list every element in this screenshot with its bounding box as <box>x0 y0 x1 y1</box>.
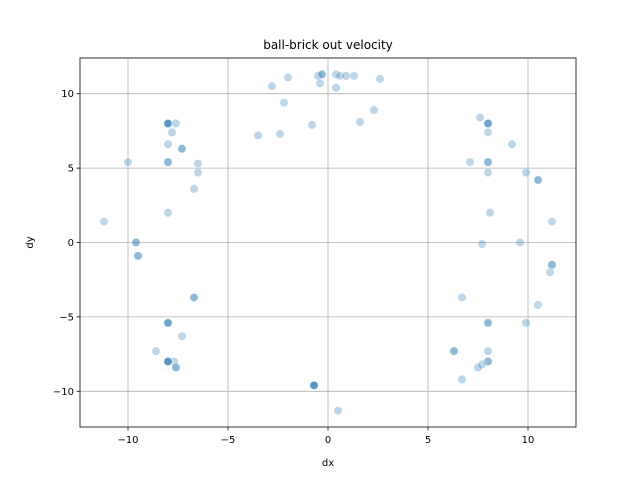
data-point <box>133 251 143 261</box>
data-point <box>341 71 351 81</box>
data-point <box>333 406 343 416</box>
data-point <box>163 139 173 149</box>
data-point <box>177 144 187 154</box>
data-point <box>457 293 467 303</box>
data-point <box>547 260 557 270</box>
data-point <box>163 118 173 128</box>
data-point <box>309 380 319 390</box>
data-point <box>189 293 199 303</box>
data-point <box>515 238 525 248</box>
x-tick-label: −10 <box>117 435 138 446</box>
data-point <box>189 184 199 194</box>
data-point <box>521 168 531 178</box>
data-point <box>123 157 133 167</box>
data-point <box>349 71 359 81</box>
y-axis-label: dy <box>25 236 36 248</box>
data-point <box>485 208 495 218</box>
data-point <box>151 346 161 356</box>
data-point <box>317 69 327 79</box>
data-point <box>477 239 487 249</box>
data-point <box>483 318 493 328</box>
data-point <box>163 318 173 328</box>
data-point <box>131 238 141 248</box>
data-point <box>163 208 173 218</box>
data-point <box>483 346 493 356</box>
data-point <box>283 72 293 82</box>
data-point <box>193 168 203 178</box>
data-point <box>547 217 557 227</box>
data-point <box>457 374 467 384</box>
data-point <box>475 113 485 123</box>
data-point <box>449 346 459 356</box>
x-tick-label: 10 <box>522 435 535 446</box>
x-axis-ticks: −10 −5 0 5 10 <box>117 427 534 446</box>
data-point <box>163 357 173 367</box>
data-point <box>315 78 325 88</box>
data-point <box>99 217 109 227</box>
data-point <box>279 98 289 108</box>
grid-lines <box>80 58 576 427</box>
data-point <box>483 118 493 128</box>
x-tick-label: 0 <box>325 435 331 446</box>
data-point <box>193 159 203 169</box>
data-point <box>533 175 543 185</box>
data-point <box>483 168 493 178</box>
data-point <box>375 74 385 84</box>
y-tick-label: 5 <box>68 164 74 175</box>
data-point <box>533 300 543 310</box>
data-point <box>369 105 379 115</box>
x-axis-label: dx <box>322 458 334 469</box>
data-point <box>473 362 483 372</box>
y-tick-label: 10 <box>61 89 74 100</box>
data-point <box>465 157 475 167</box>
data-point <box>171 118 181 128</box>
data-point <box>355 117 365 127</box>
y-axis-ticks: −10 −5 0 5 10 <box>53 89 80 398</box>
data-point <box>275 129 285 139</box>
data-point <box>177 331 187 341</box>
y-tick-label: −10 <box>53 387 74 398</box>
data-point <box>483 127 493 137</box>
chart-title: ball-brick out velocity <box>263 38 393 52</box>
data-point <box>167 127 177 137</box>
y-tick-label: −5 <box>59 312 74 323</box>
y-tick-label: 0 <box>68 238 74 249</box>
data-point <box>267 81 277 91</box>
data-point <box>507 139 517 149</box>
x-tick-label: −5 <box>221 435 236 446</box>
data-point <box>307 120 317 130</box>
data-point <box>163 157 173 167</box>
data-point <box>331 83 341 93</box>
data-points <box>99 69 557 416</box>
data-point <box>253 130 263 140</box>
data-point <box>483 157 493 167</box>
data-point <box>171 362 181 372</box>
data-point <box>545 267 555 277</box>
data-point <box>521 318 531 328</box>
x-tick-label: 5 <box>425 435 431 446</box>
